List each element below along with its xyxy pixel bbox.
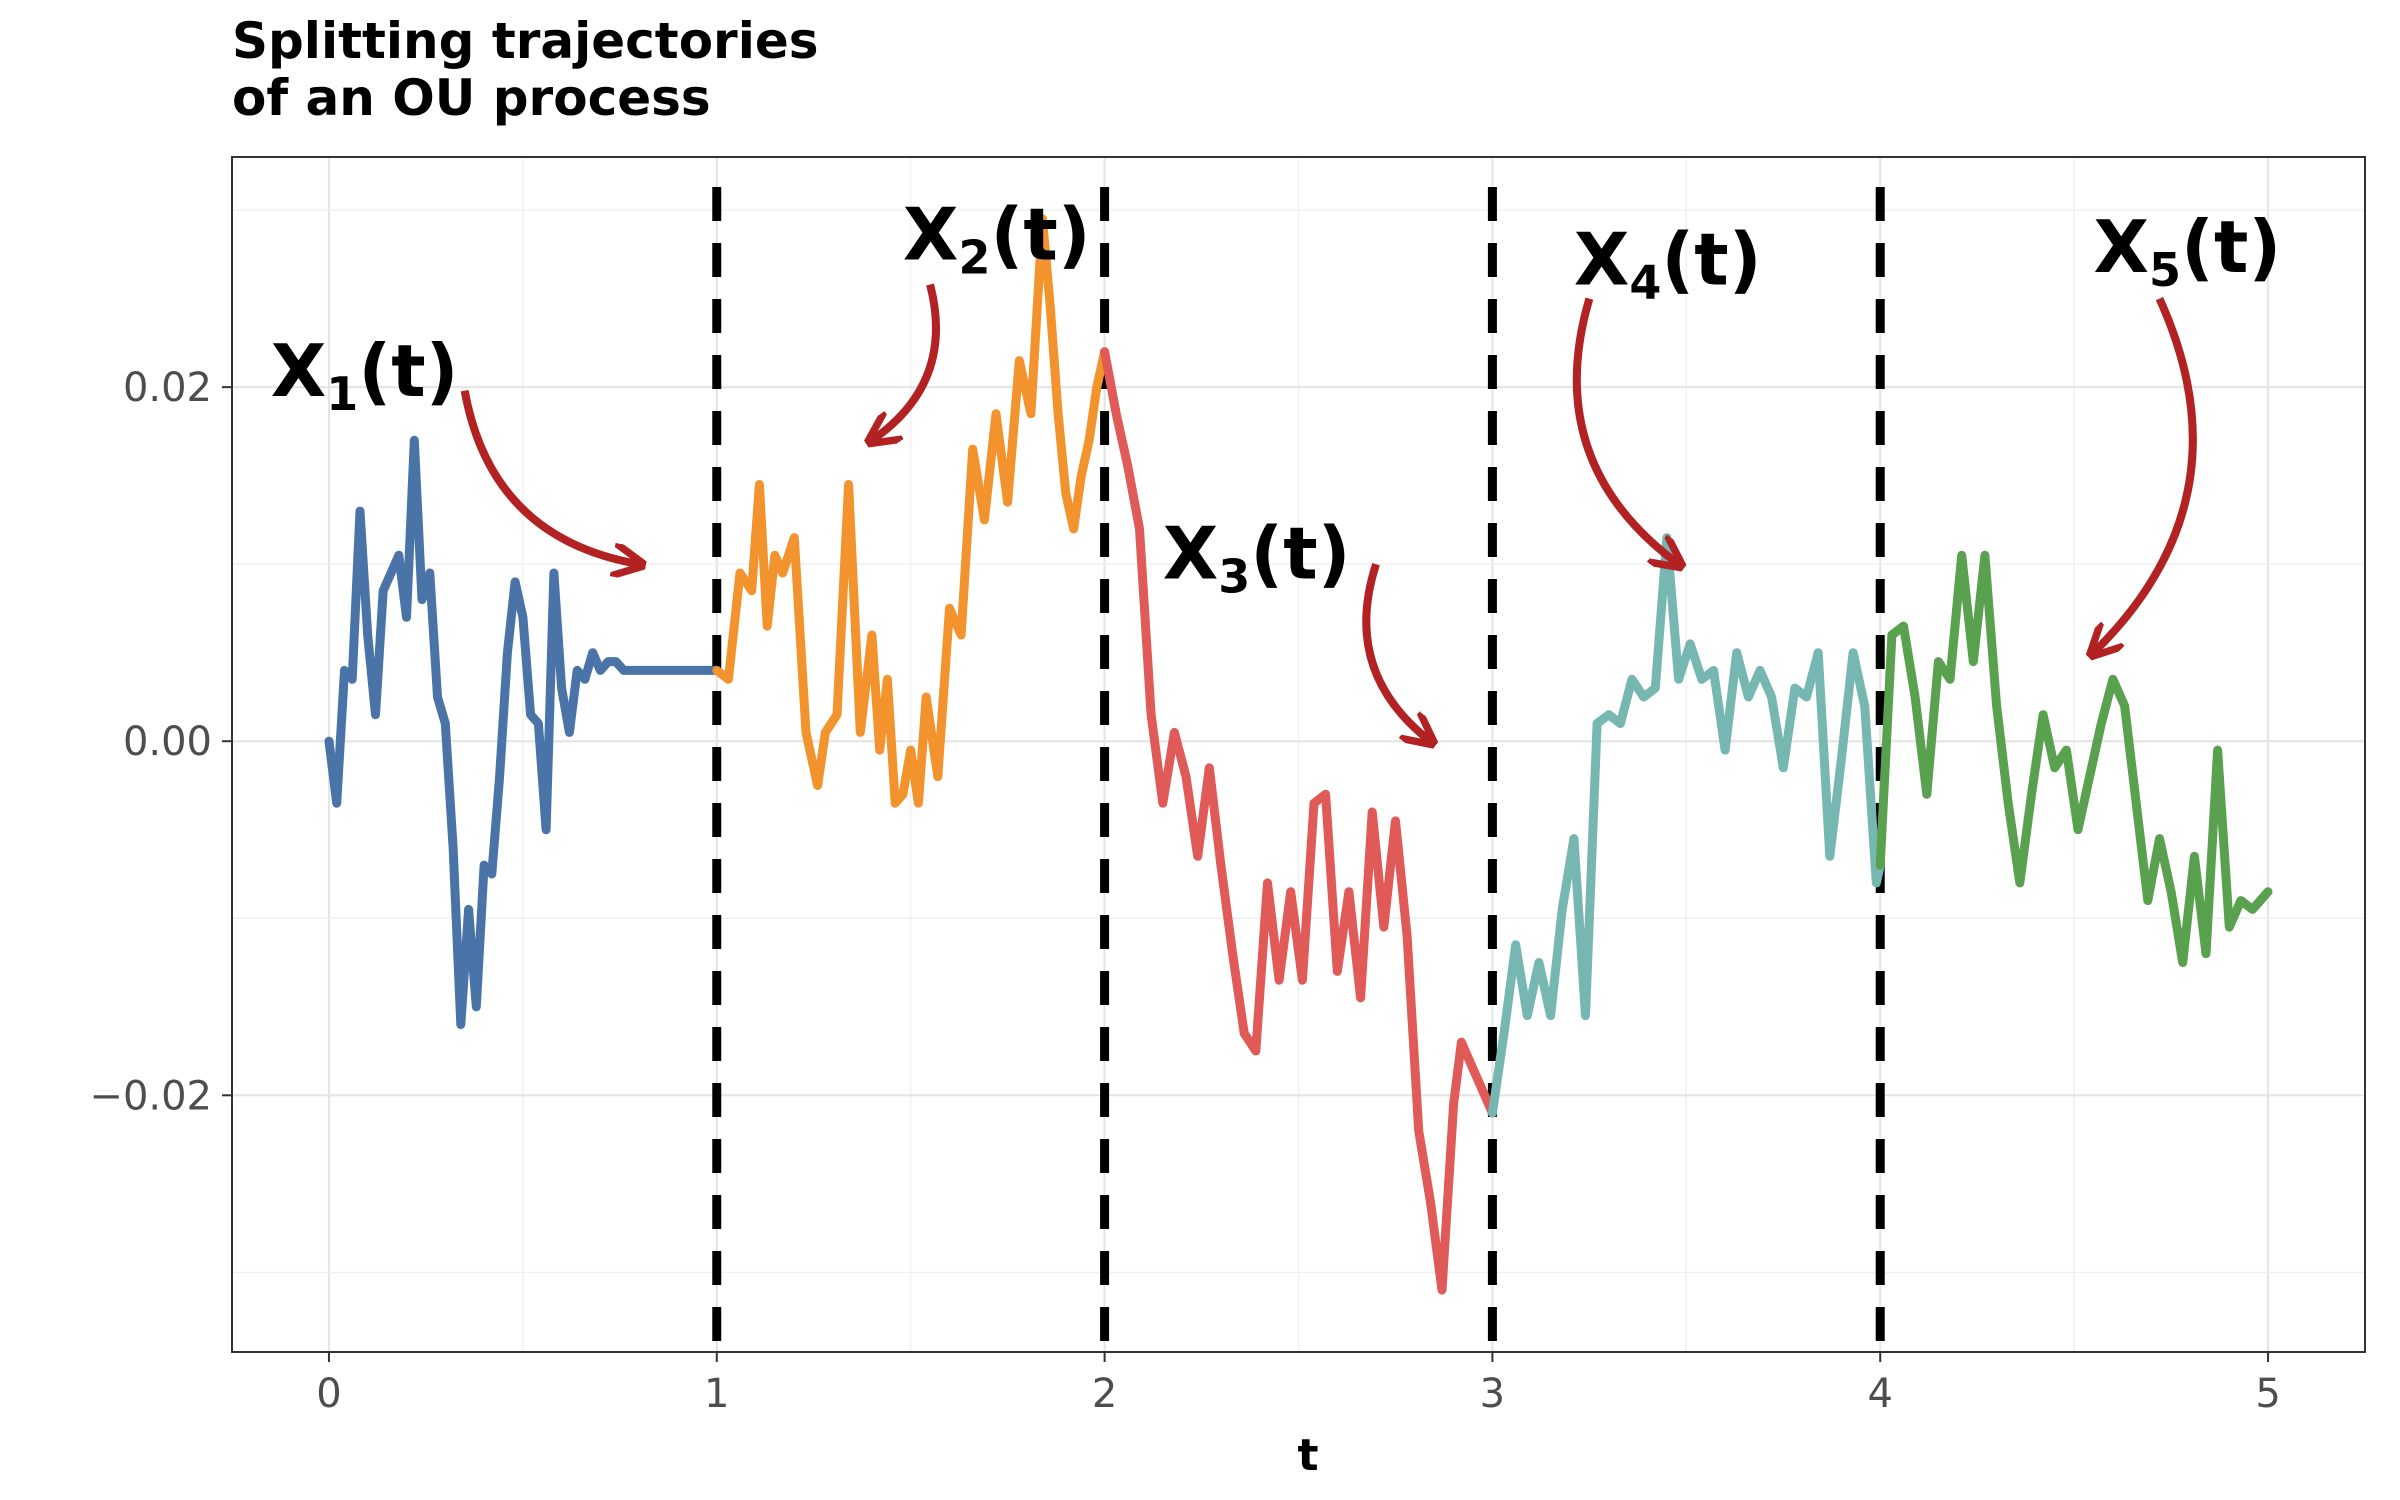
trajectory-line-2 <box>712 214 1110 808</box>
annotation-arrow-5 <box>2094 296 2197 653</box>
trajectory-line-3 <box>1100 347 1497 1295</box>
y-tick-label: −0.02 <box>89 1073 212 1119</box>
x-tick-label: 3 <box>1480 1371 1505 1417</box>
chart-title-line-1: Splitting trajectories <box>232 12 819 70</box>
panel-border <box>231 156 2366 1353</box>
axes: 0 1 2 3 4 5 −0.02 0.00 0.02 <box>89 365 2280 1417</box>
annotation-label-5: X5(t) <box>2094 205 2282 297</box>
trajectory-line-4 <box>1487 533 1885 1118</box>
annotation-arrow-2 <box>872 283 940 440</box>
x-axis-title: t <box>1297 1430 1318 1481</box>
split-lines <box>712 187 1885 1352</box>
annotation-arrow-3 <box>1362 562 1430 741</box>
trajectory-line-5 <box>1875 550 2273 967</box>
annotations: X1(t) X2(t) X3(t) X4(t) X5(t) <box>271 193 2282 742</box>
chart-title-line-2: of an OU process <box>232 69 711 127</box>
series-layer <box>324 214 2273 1295</box>
x-tick-label: 0 <box>316 1371 341 1417</box>
x-tick-label: 1 <box>704 1371 729 1417</box>
y-tick-label: 0.00 <box>123 719 212 765</box>
x-tick-label: 5 <box>2255 1371 2280 1417</box>
y-tick-label: 0.02 <box>123 365 212 411</box>
annotation-label-1: X1(t) <box>271 329 459 421</box>
x-tick-label: 4 <box>1868 1371 1893 1417</box>
annotation-label-3: X3(t) <box>1163 511 1351 603</box>
annotation-arrow-4 <box>1572 297 1679 565</box>
trajectory-line-1 <box>324 435 722 1029</box>
annotation-arrow-1 <box>460 389 640 564</box>
annotation-label-4: X4(t) <box>1574 217 1762 309</box>
x-tick-label: 2 <box>1092 1371 1117 1417</box>
annotation-label-2: X2(t) <box>903 193 1091 285</box>
